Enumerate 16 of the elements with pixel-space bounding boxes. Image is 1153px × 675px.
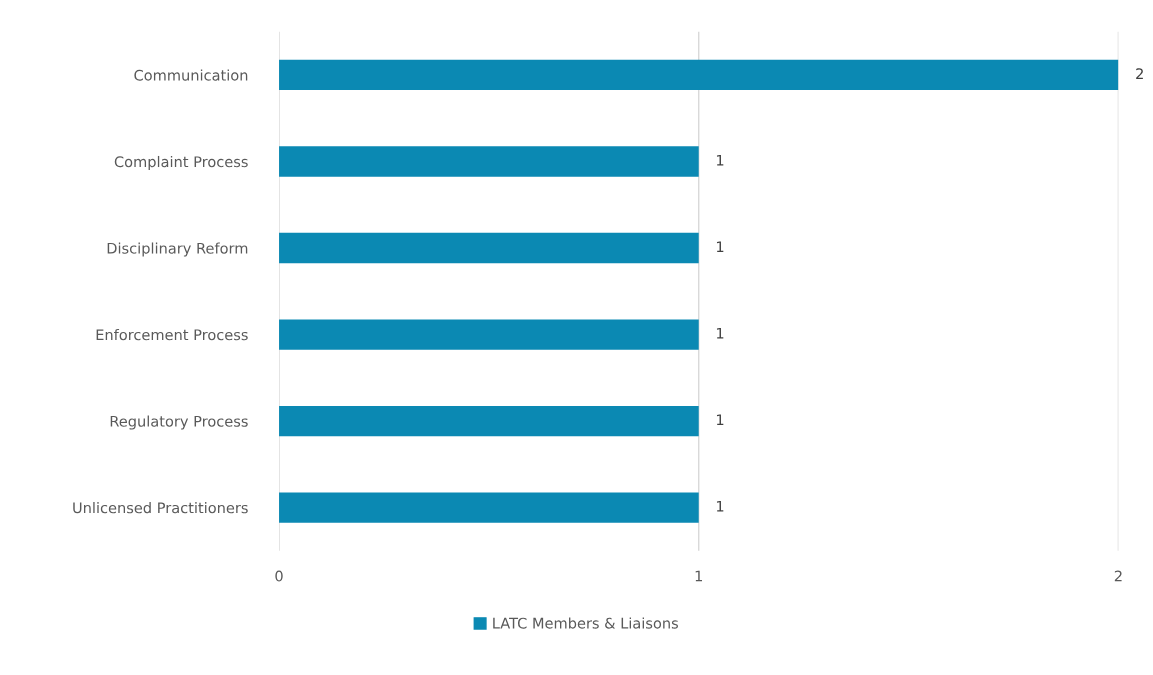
data-label: 1	[716, 500, 724, 512]
y-tick-label: Regulatory Process	[110, 415, 248, 430]
y-tick-label: Unlicensed Practitioners	[73, 502, 248, 514]
data-label: 1	[716, 414, 724, 426]
x-tick-label: 2	[1114, 570, 1122, 582]
y-tick-label: Enforcement Process	[96, 328, 248, 341]
data-label: 1	[716, 154, 724, 166]
y-tick-label: Complaint Process	[114, 155, 248, 171]
y-tick-label: Disciplinary Reform	[107, 242, 248, 257]
data-label: 1	[716, 327, 724, 339]
x-tick-label: 0	[275, 570, 283, 582]
y-tick-label: Communication	[134, 69, 248, 81]
data-label: 1	[716, 241, 724, 253]
data-label: 2	[1136, 68, 1143, 80]
x-tick-label: 1	[695, 570, 703, 582]
legend-label: LATC Members & Liaisons	[493, 617, 678, 629]
